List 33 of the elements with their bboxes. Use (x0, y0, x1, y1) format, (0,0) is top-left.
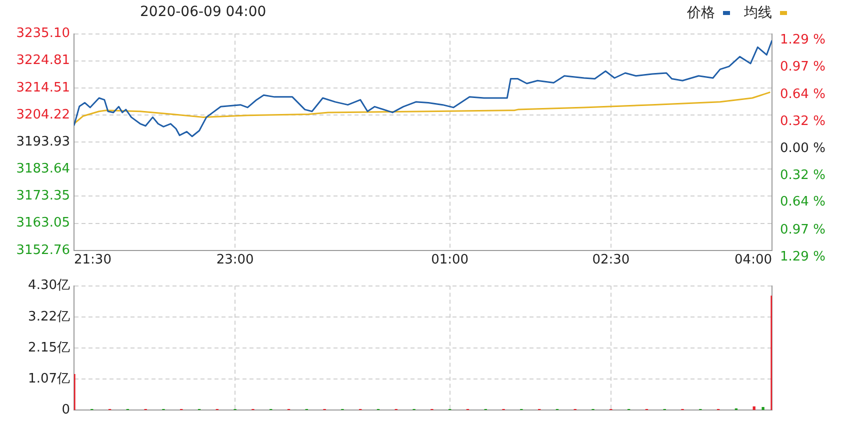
legend-label: 均线 (744, 4, 772, 22)
bar (762, 406, 764, 410)
y2-tick-label: 0.97 % (780, 60, 826, 75)
y-tick-label: 3224.81 (16, 53, 70, 68)
y2-tick-label: 1.29 % (780, 32, 826, 48)
y2-tick-label: 0.00 % (780, 140, 826, 156)
y-tick-label: 2.15亿 (28, 340, 70, 356)
x-tick-label: 21:30 (74, 252, 112, 268)
y-tick-label: 3183.64 (16, 162, 70, 177)
y2-tick-label: 0.32 % (780, 168, 826, 183)
x-tick-label: 02:30 (592, 252, 630, 268)
y-tick-label: 3204.22 (16, 107, 70, 122)
y2-tick-label: 0.97 % (780, 222, 826, 238)
x-tick-label: 01:00 (431, 252, 469, 268)
legend-label: 价格 (687, 4, 715, 22)
y-tick-label: 3.22亿 (28, 309, 70, 324)
y-tick-label: 3193.93 (16, 134, 70, 150)
x-tick-label: 23:00 (216, 252, 254, 268)
y-tick-label: 3163.05 (16, 216, 70, 231)
y-tick-label: 3235.10 (16, 26, 70, 42)
y-tick-label: 3214.51 (16, 80, 70, 96)
y-tick-label: 0 (62, 402, 70, 418)
y-tick-label: 3173.35 (16, 188, 70, 204)
chart-title: 2020-06-09 04:00 (140, 4, 266, 20)
bar (752, 406, 756, 410)
y2-tick-label: 1.29 % (780, 249, 826, 264)
y-tick-label: 1.07亿 (28, 372, 70, 387)
y-tick-label: 4.30亿 (28, 278, 70, 294)
y2-tick-label: 0.32 % (780, 114, 826, 130)
y2-tick-label: 0.64 % (780, 194, 826, 210)
y-tick-label: 3152.76 (16, 242, 70, 258)
y2-tick-label: 0.64 % (780, 87, 826, 102)
x-tick-label: 04:00 (734, 252, 772, 268)
